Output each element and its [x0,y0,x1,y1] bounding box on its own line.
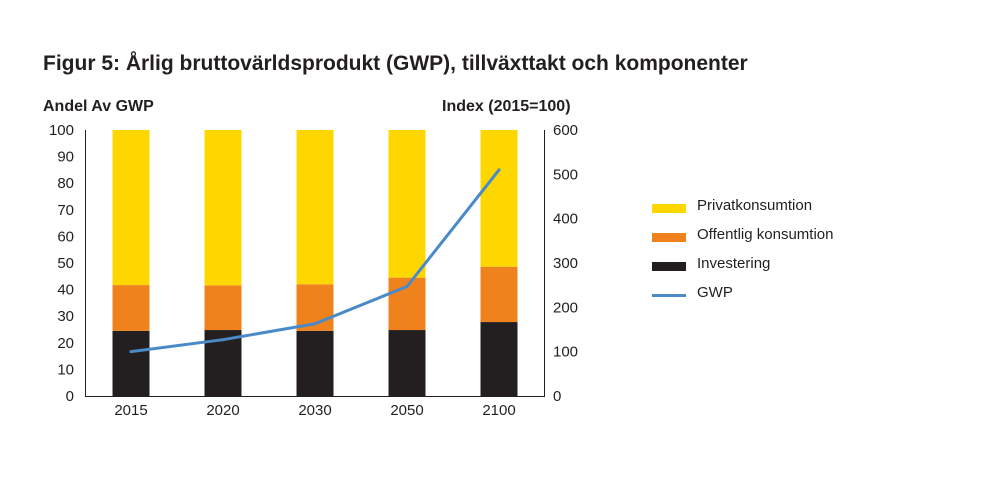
bar-segment-investering [112,330,150,396]
x-tick-label: 2100 [482,402,515,419]
right-tick-label: 600 [553,122,578,139]
legend-swatch-gwp [652,294,686,297]
left-tick-label: 90 [57,149,74,166]
bar-segment-offentlig-konsumtion [204,285,242,331]
bar-segment-privatkonsumtion [296,130,334,285]
gwp-point [221,338,225,342]
right-tick-label: 200 [553,299,578,316]
bar-segment-investering [296,330,334,396]
bar-segment-investering [388,330,426,396]
legend-swatch-investment [652,262,686,271]
x-tick-label: 2015 [114,402,147,419]
left-tick-label: 60 [57,228,74,245]
gwp-point [129,350,133,354]
gwp-point [405,284,409,288]
left-tick-label: 0 [66,388,74,405]
gwp-point [313,322,317,326]
left-tick-label: 50 [57,255,74,272]
right-tick-label: 500 [553,166,578,183]
legend-label-public: Offentlig konsumtion [697,226,834,243]
legend-label-investment: Investering [697,255,771,272]
left-tick-label: 70 [57,202,74,219]
bar-segment-offentlig-konsumtion [112,285,150,331]
bar-segment-investering [480,322,518,396]
x-tick-label: 2030 [298,402,331,419]
legend-swatch-public [652,233,686,242]
right-tick-label: 400 [553,211,578,228]
x-tick-label: 2050 [390,402,423,419]
left-tick-label: 80 [57,175,74,192]
right-tick-label: 100 [553,344,578,361]
bar-segment-privatkonsumtion [204,130,242,286]
bar-segment-privatkonsumtion [388,130,426,278]
right-tick-label: 300 [553,255,578,272]
legend-label-private: Privatkonsumtion [697,197,813,214]
left-tick-label: 20 [57,335,74,352]
left-axis-title: Andel Av GWP [43,98,154,115]
gwp-point [497,168,501,172]
legend-label-gwp: GWP [697,284,733,301]
left-tick-label: 30 [57,308,74,325]
x-tick-label: 2020 [206,402,239,419]
left-tick-label: 10 [57,361,74,378]
legend-swatch-private [652,204,686,213]
chart-title: Figur 5: Årlig bruttovärldsprodukt (GWP)… [43,52,748,75]
left-tick-label: 100 [49,122,74,139]
left-tick-label: 40 [57,282,74,299]
bar-segment-privatkonsumtion [480,130,518,267]
bar-segment-offentlig-konsumtion [480,266,518,323]
right-axis-title: Index (2015=100) [442,98,571,115]
bar-segment-privatkonsumtion [112,130,150,286]
right-tick-label: 0 [553,388,561,405]
